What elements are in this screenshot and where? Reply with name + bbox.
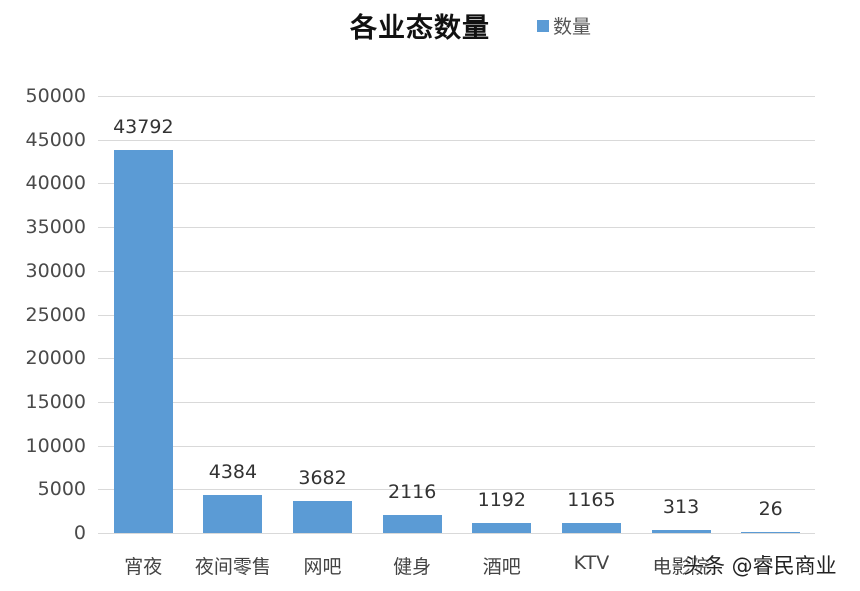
gridline — [98, 96, 815, 97]
bar — [113, 150, 173, 533]
data-label: 3682 — [298, 466, 347, 489]
y-tick-label: 20000 — [25, 347, 86, 370]
gridline — [98, 227, 815, 229]
data-label: 2116 — [388, 480, 437, 503]
data-label: 313 — [662, 496, 700, 519]
gridline — [98, 533, 815, 534]
gridline — [98, 445, 815, 447]
legend-label: 数量 — [553, 16, 592, 38]
data-label: 4384 — [208, 460, 258, 483]
x-tick-label: 健身 — [393, 556, 432, 578]
y-tick-label: 45000 — [25, 128, 86, 151]
y-tick-label: 15000 — [25, 390, 86, 413]
y-tick-label: 35000 — [25, 216, 86, 239]
data-label: 1192 — [477, 488, 526, 511]
legend: 数量 — [537, 12, 591, 39]
data-label: 26 — [758, 498, 783, 520]
y-tick-label: 25000 — [25, 303, 86, 326]
bar — [651, 530, 711, 533]
y-tick-label: 10000 — [25, 434, 86, 457]
chart-title: 各业态数量 — [350, 13, 490, 44]
data-label: 43792 — [113, 116, 174, 139]
data-label: 1165 — [567, 488, 616, 511]
gridline — [98, 270, 815, 272]
gridline — [98, 489, 815, 491]
bar — [382, 514, 442, 533]
plot-area — [98, 96, 815, 534]
x-tick-label: 电影院 — [652, 556, 710, 578]
bar — [741, 532, 801, 533]
x-tick-label: 酒吧 — [482, 556, 521, 578]
y-tick-label: 0 — [73, 522, 86, 544]
bar — [203, 494, 263, 533]
gridline — [98, 358, 815, 360]
bar — [293, 500, 353, 533]
gridline — [98, 139, 815, 141]
watermark: 头条 @睿民商业 — [683, 554, 837, 578]
x-tick-label: 宵夜 — [124, 556, 163, 578]
y-tick-label: 50000 — [25, 85, 86, 107]
y-tick-label: 5000 — [37, 478, 86, 501]
gridline — [98, 314, 815, 316]
legend-swatch — [537, 19, 549, 32]
gridline — [98, 183, 815, 185]
x-tick-label: KTV — [573, 552, 610, 574]
bar — [561, 522, 621, 533]
y-tick-label: 40000 — [25, 172, 86, 195]
gridline — [98, 401, 815, 403]
y-tick-label: 30000 — [25, 259, 86, 282]
x-tick-label: 网吧 — [303, 556, 342, 578]
x-tick-label: 夜间零售 — [194, 556, 271, 578]
bar — [472, 522, 532, 533]
